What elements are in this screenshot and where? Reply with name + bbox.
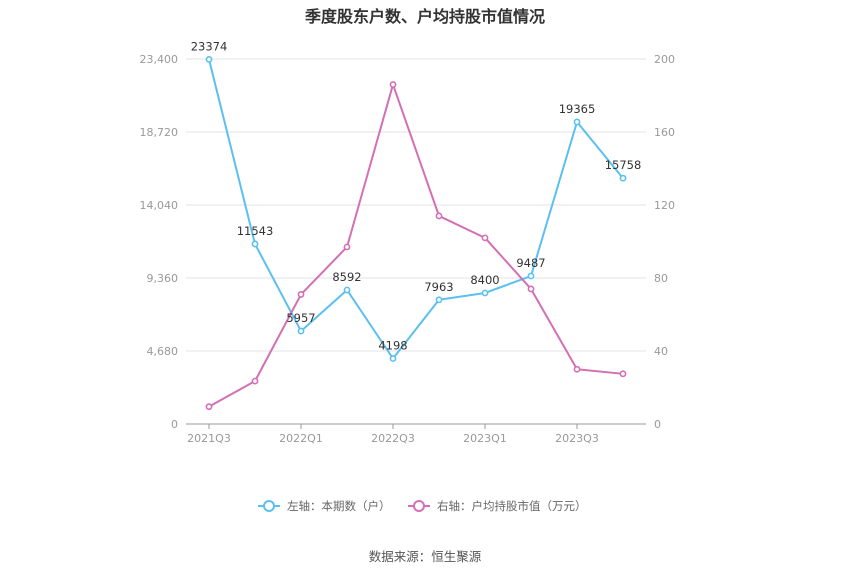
right-axis-tick-label: 80 bbox=[654, 272, 668, 285]
x-axis-tick-label: 2022Q1 bbox=[279, 432, 323, 445]
series-line bbox=[208, 83, 624, 408]
x-axis-tick-label: 2021Q3 bbox=[187, 432, 231, 445]
series-point bbox=[619, 370, 627, 378]
data-label: 23374 bbox=[191, 39, 228, 53]
left-axis-tick-label: 9,360 bbox=[147, 272, 179, 285]
data-label: 19365 bbox=[559, 102, 596, 116]
series-point bbox=[205, 403, 213, 411]
grid bbox=[186, 58, 646, 352]
data-label: 15758 bbox=[605, 158, 642, 172]
left-axis-tick-label: 23,400 bbox=[140, 53, 179, 66]
data-label: 8592 bbox=[332, 270, 361, 284]
x-axis-tick-label: 2022Q3 bbox=[371, 432, 415, 445]
data-labels: 23374 11543 5957 8592 4198 7963 8400 9487 19365 1… bbox=[191, 39, 642, 352]
data-label: 5957 bbox=[286, 311, 315, 325]
series-point bbox=[205, 56, 213, 63]
legend-marker bbox=[263, 500, 275, 512]
series-point bbox=[527, 272, 535, 280]
series-point bbox=[481, 289, 489, 297]
right-axis-tick-label: 120 bbox=[654, 199, 675, 212]
x-axis-tick-label: 2023Q1 bbox=[463, 432, 507, 445]
legend-label: 左轴：本期数（户） bbox=[287, 499, 391, 513]
series-point bbox=[389, 355, 397, 362]
right-axis-tick-label: 160 bbox=[654, 126, 675, 139]
series-point bbox=[251, 240, 259, 248]
series-point bbox=[435, 296, 443, 304]
data-label: 11543 bbox=[237, 224, 274, 238]
left-axis-tick-label: 0 bbox=[171, 418, 178, 431]
series-point bbox=[573, 118, 581, 126]
left-axis-tick-label: 14,040 bbox=[140, 199, 179, 212]
series-point bbox=[527, 285, 535, 293]
series-point bbox=[389, 81, 397, 88]
series-point bbox=[573, 365, 581, 373]
left-axis-tick-label: 18,720 bbox=[140, 126, 179, 139]
source-note: 数据来源：恒生聚源 bbox=[368, 549, 482, 564]
data-label: 8400 bbox=[470, 273, 499, 287]
right-axis-tick-label: 200 bbox=[654, 53, 675, 66]
legend-label: 右轴：户均持股市值（万元） bbox=[437, 499, 587, 513]
series-point bbox=[435, 212, 443, 220]
series-point bbox=[619, 174, 627, 182]
data-label: 7963 bbox=[424, 280, 453, 294]
legend-marker bbox=[413, 500, 425, 512]
series-point bbox=[343, 243, 351, 251]
chart-title: 季度股东户数、户均持股市值情况 bbox=[304, 7, 545, 26]
series-point bbox=[297, 327, 305, 335]
left-axis-tick-label: 4,680 bbox=[147, 345, 179, 358]
legend: 左轴：本期数（户） 右轴：户均持股市值（万元） bbox=[258, 499, 587, 513]
series-point bbox=[251, 377, 259, 385]
series-point bbox=[297, 291, 305, 298]
right-axis-tick-label: 0 bbox=[654, 418, 661, 431]
axes: 0 0 4,680 40 9,360 80 14,040 120 18,720 160 23,400… bbox=[140, 53, 676, 445]
series-left-line bbox=[205, 56, 627, 362]
data-label: 9487 bbox=[516, 256, 545, 270]
right-axis-tick-label: 40 bbox=[654, 345, 668, 358]
x-axis-tick-label: 2023Q3 bbox=[555, 432, 599, 445]
series-right-line bbox=[205, 81, 627, 411]
series-line bbox=[208, 59, 624, 360]
data-label: 4198 bbox=[378, 339, 407, 353]
series-point bbox=[343, 286, 351, 294]
series-point bbox=[481, 234, 489, 242]
